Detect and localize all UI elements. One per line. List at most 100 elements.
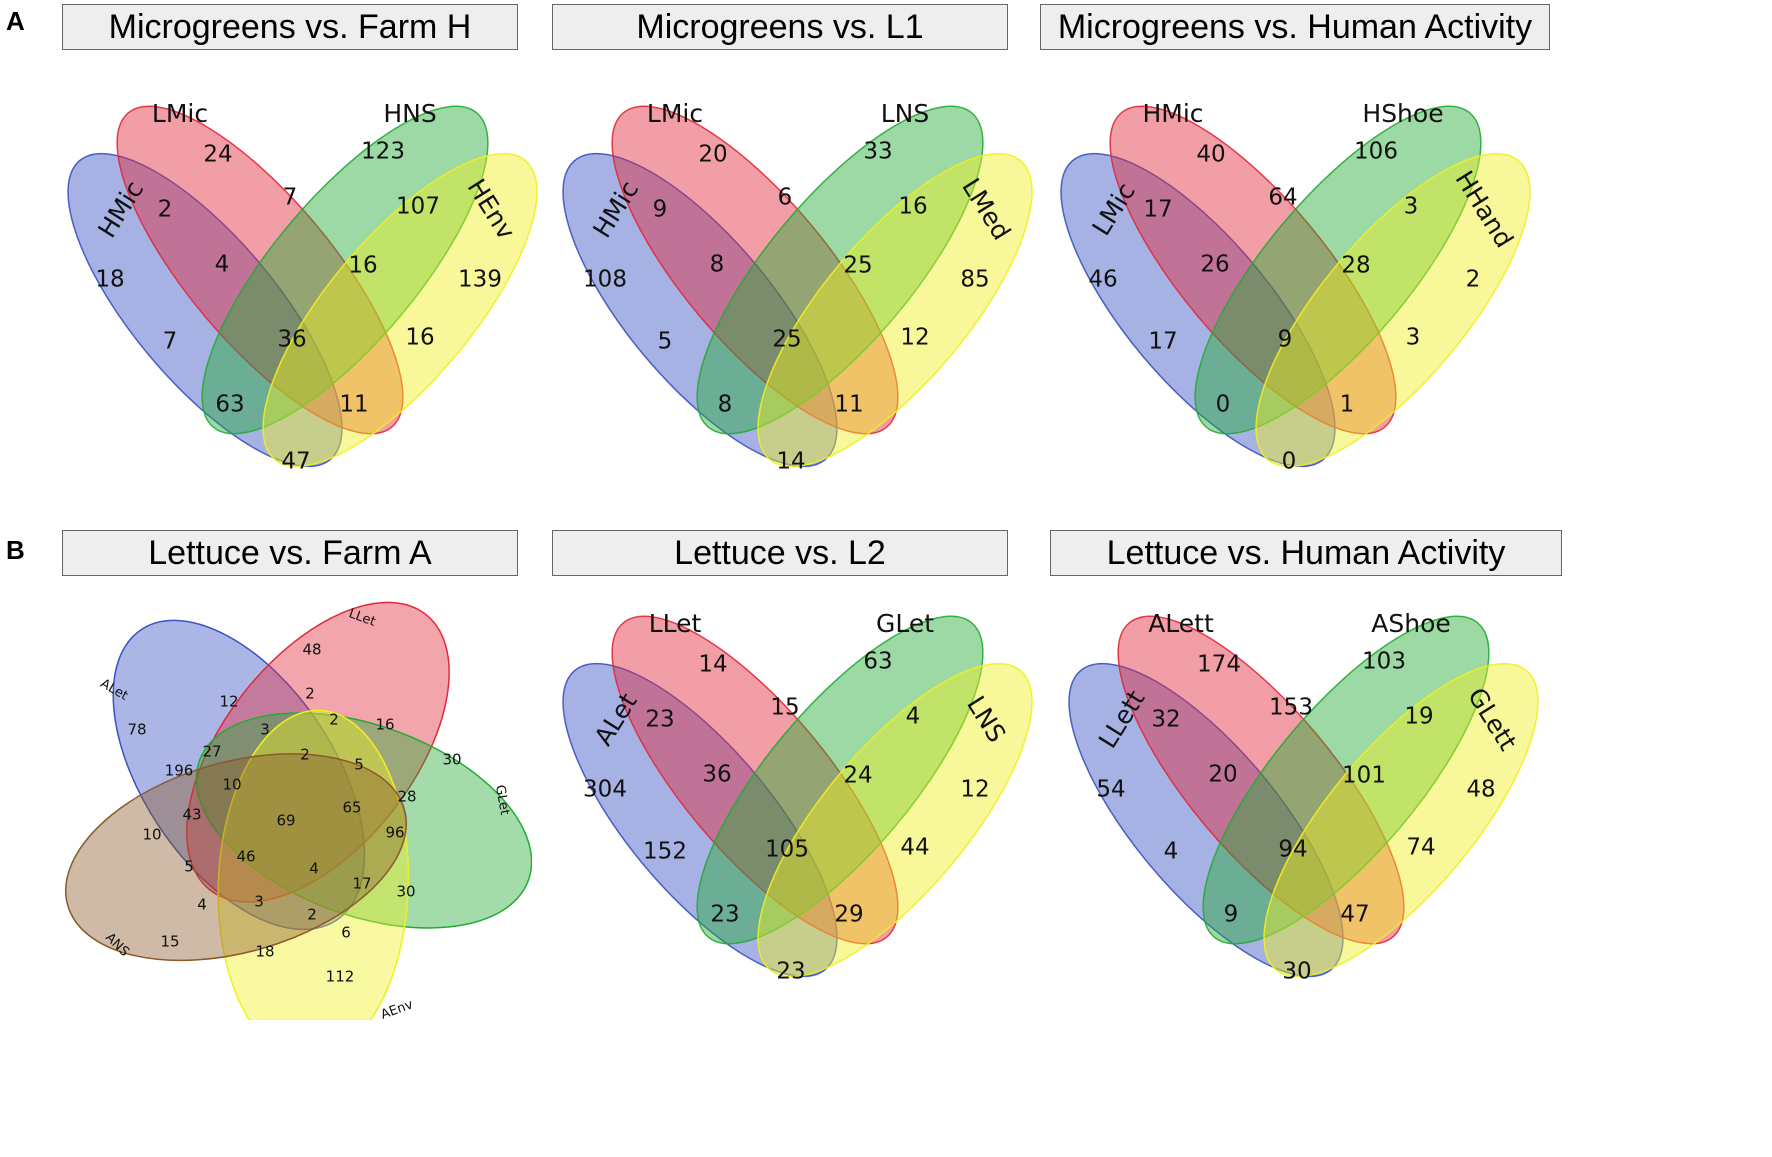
five-set-label-aenv: AEnv xyxy=(379,997,415,1020)
region-count-s234: 16 xyxy=(348,253,377,279)
set-label-llet: LLet xyxy=(649,609,702,638)
five-set-region-count: 2 xyxy=(305,685,315,703)
five-set-region-count: 43 xyxy=(182,806,201,824)
region-count-s123: 26 xyxy=(1200,252,1229,278)
five-set-1-shape xyxy=(112,619,366,931)
region-count-s23: 153 xyxy=(1269,695,1313,721)
region-count-s12: 17 xyxy=(1143,197,1172,223)
region-count-s12: 9 xyxy=(653,197,668,223)
set-3-shape xyxy=(696,105,984,435)
title-lettuce-human-activity: Lettuce vs. Human Activity xyxy=(1050,530,1562,576)
region-count-s14: 30 xyxy=(1282,959,1311,985)
panel-label-a: A xyxy=(6,6,25,36)
five-set-region-count: 96 xyxy=(385,824,404,842)
five-set-region-count: 4 xyxy=(197,896,207,914)
set-label-lmic: LMic xyxy=(647,99,703,128)
region-count-s123: 4 xyxy=(215,252,230,278)
five-set-region-count: 12 xyxy=(219,693,238,711)
region-count-s123: 20 xyxy=(1208,762,1237,788)
region-count-s12: 32 xyxy=(1151,707,1180,733)
region-count-s14: 47 xyxy=(281,449,310,475)
panel-label-b: B xyxy=(6,535,25,565)
title-microgreens-farm-h: Microgreens vs. Farm H xyxy=(62,4,518,50)
region-count-s1: 54 xyxy=(1096,777,1125,803)
region-count-s124: 29 xyxy=(834,902,863,928)
five-set-region-count: 15 xyxy=(160,933,179,951)
region-count-s34: 4 xyxy=(906,704,921,730)
region-count-s13: 5 xyxy=(658,329,673,355)
set-label-hshoe: HShoe xyxy=(1362,99,1443,128)
set-2-shape xyxy=(116,105,404,435)
five-set-region-count: 48 xyxy=(302,641,321,659)
region-count-s2: 40 xyxy=(1196,142,1225,168)
five-set-region-count: 5 xyxy=(184,858,194,876)
five-set-region-count: 3 xyxy=(260,721,270,739)
region-count-s24: 3 xyxy=(1406,325,1421,351)
set-4-shape xyxy=(757,662,1033,978)
five-set-4-shape xyxy=(217,709,410,1020)
region-count-s14: 14 xyxy=(776,449,805,475)
region-count-s2: 24 xyxy=(203,142,232,168)
region-count-s3: 63 xyxy=(863,649,892,675)
region-count-s1234: 94 xyxy=(1278,837,1307,863)
set-1-shape xyxy=(67,152,343,468)
five-set-region-count: 78 xyxy=(127,721,146,739)
set-1-shape xyxy=(1060,152,1336,468)
set-2-shape xyxy=(611,615,899,945)
five-set-region-count: 16 xyxy=(375,716,394,734)
region-count-s34: 19 xyxy=(1404,704,1433,730)
set-label-lmic: LMic xyxy=(152,99,208,128)
region-count-s134: 23 xyxy=(710,902,739,928)
region-count-s3: 33 xyxy=(863,139,892,165)
five-set-region-count: 18 xyxy=(255,943,274,961)
five-set-2-shape xyxy=(185,601,450,903)
region-count-s1234: 36 xyxy=(277,327,306,353)
region-count-s123: 36 xyxy=(702,762,731,788)
five-set-region-count: 5 xyxy=(354,756,364,774)
five-set-region-count: 4 xyxy=(309,860,319,878)
region-count-s124: 47 xyxy=(1340,902,1369,928)
set-2-shape xyxy=(1109,105,1397,435)
five-set-region-count: 196 xyxy=(165,762,194,780)
region-count-s134: 0 xyxy=(1216,392,1231,418)
region-count-s24: 44 xyxy=(900,835,929,861)
region-count-s3: 103 xyxy=(1362,649,1406,675)
five-set-region-count: 112 xyxy=(326,968,355,986)
region-count-s34: 107 xyxy=(396,194,440,220)
set-label-glet: GLet xyxy=(876,609,934,638)
five-set-region-count: 2 xyxy=(307,906,317,924)
region-count-s1: 46 xyxy=(1088,267,1117,293)
region-count-s4: 2 xyxy=(1466,267,1481,293)
title-lettuce-farm-a: Lettuce vs. Farm A xyxy=(62,530,518,576)
region-count-s234: 28 xyxy=(1341,253,1370,279)
region-count-s2: 20 xyxy=(698,142,727,168)
region-count-s124: 11 xyxy=(339,392,368,418)
five-set-region-count: 17 xyxy=(352,875,371,893)
region-count-s2: 174 xyxy=(1197,652,1241,678)
region-count-s3: 123 xyxy=(361,139,405,165)
five-set-region-count: 30 xyxy=(396,883,415,901)
region-count-s124: 11 xyxy=(834,392,863,418)
region-count-s12: 2 xyxy=(158,197,173,223)
region-count-s134: 9 xyxy=(1224,902,1239,928)
region-count-s4: 139 xyxy=(458,267,502,293)
five-set-region-count: 2 xyxy=(329,711,339,729)
region-count-s1234: 105 xyxy=(765,837,809,863)
region-count-s13: 17 xyxy=(1148,329,1177,355)
set-4-shape xyxy=(1255,152,1531,468)
five-set-5-shape xyxy=(64,753,407,962)
set-3-shape xyxy=(1202,615,1490,945)
region-count-s124: 1 xyxy=(1340,392,1355,418)
set-3-shape xyxy=(1194,105,1482,435)
set-3-shape xyxy=(696,615,984,945)
five-set-region-count: 2 xyxy=(300,746,310,764)
region-count-s23: 7 xyxy=(283,185,298,211)
region-count-s1234: 9 xyxy=(1278,327,1293,353)
set-label-ashoe: AShoe xyxy=(1371,609,1451,638)
region-count-s134: 8 xyxy=(718,392,733,418)
